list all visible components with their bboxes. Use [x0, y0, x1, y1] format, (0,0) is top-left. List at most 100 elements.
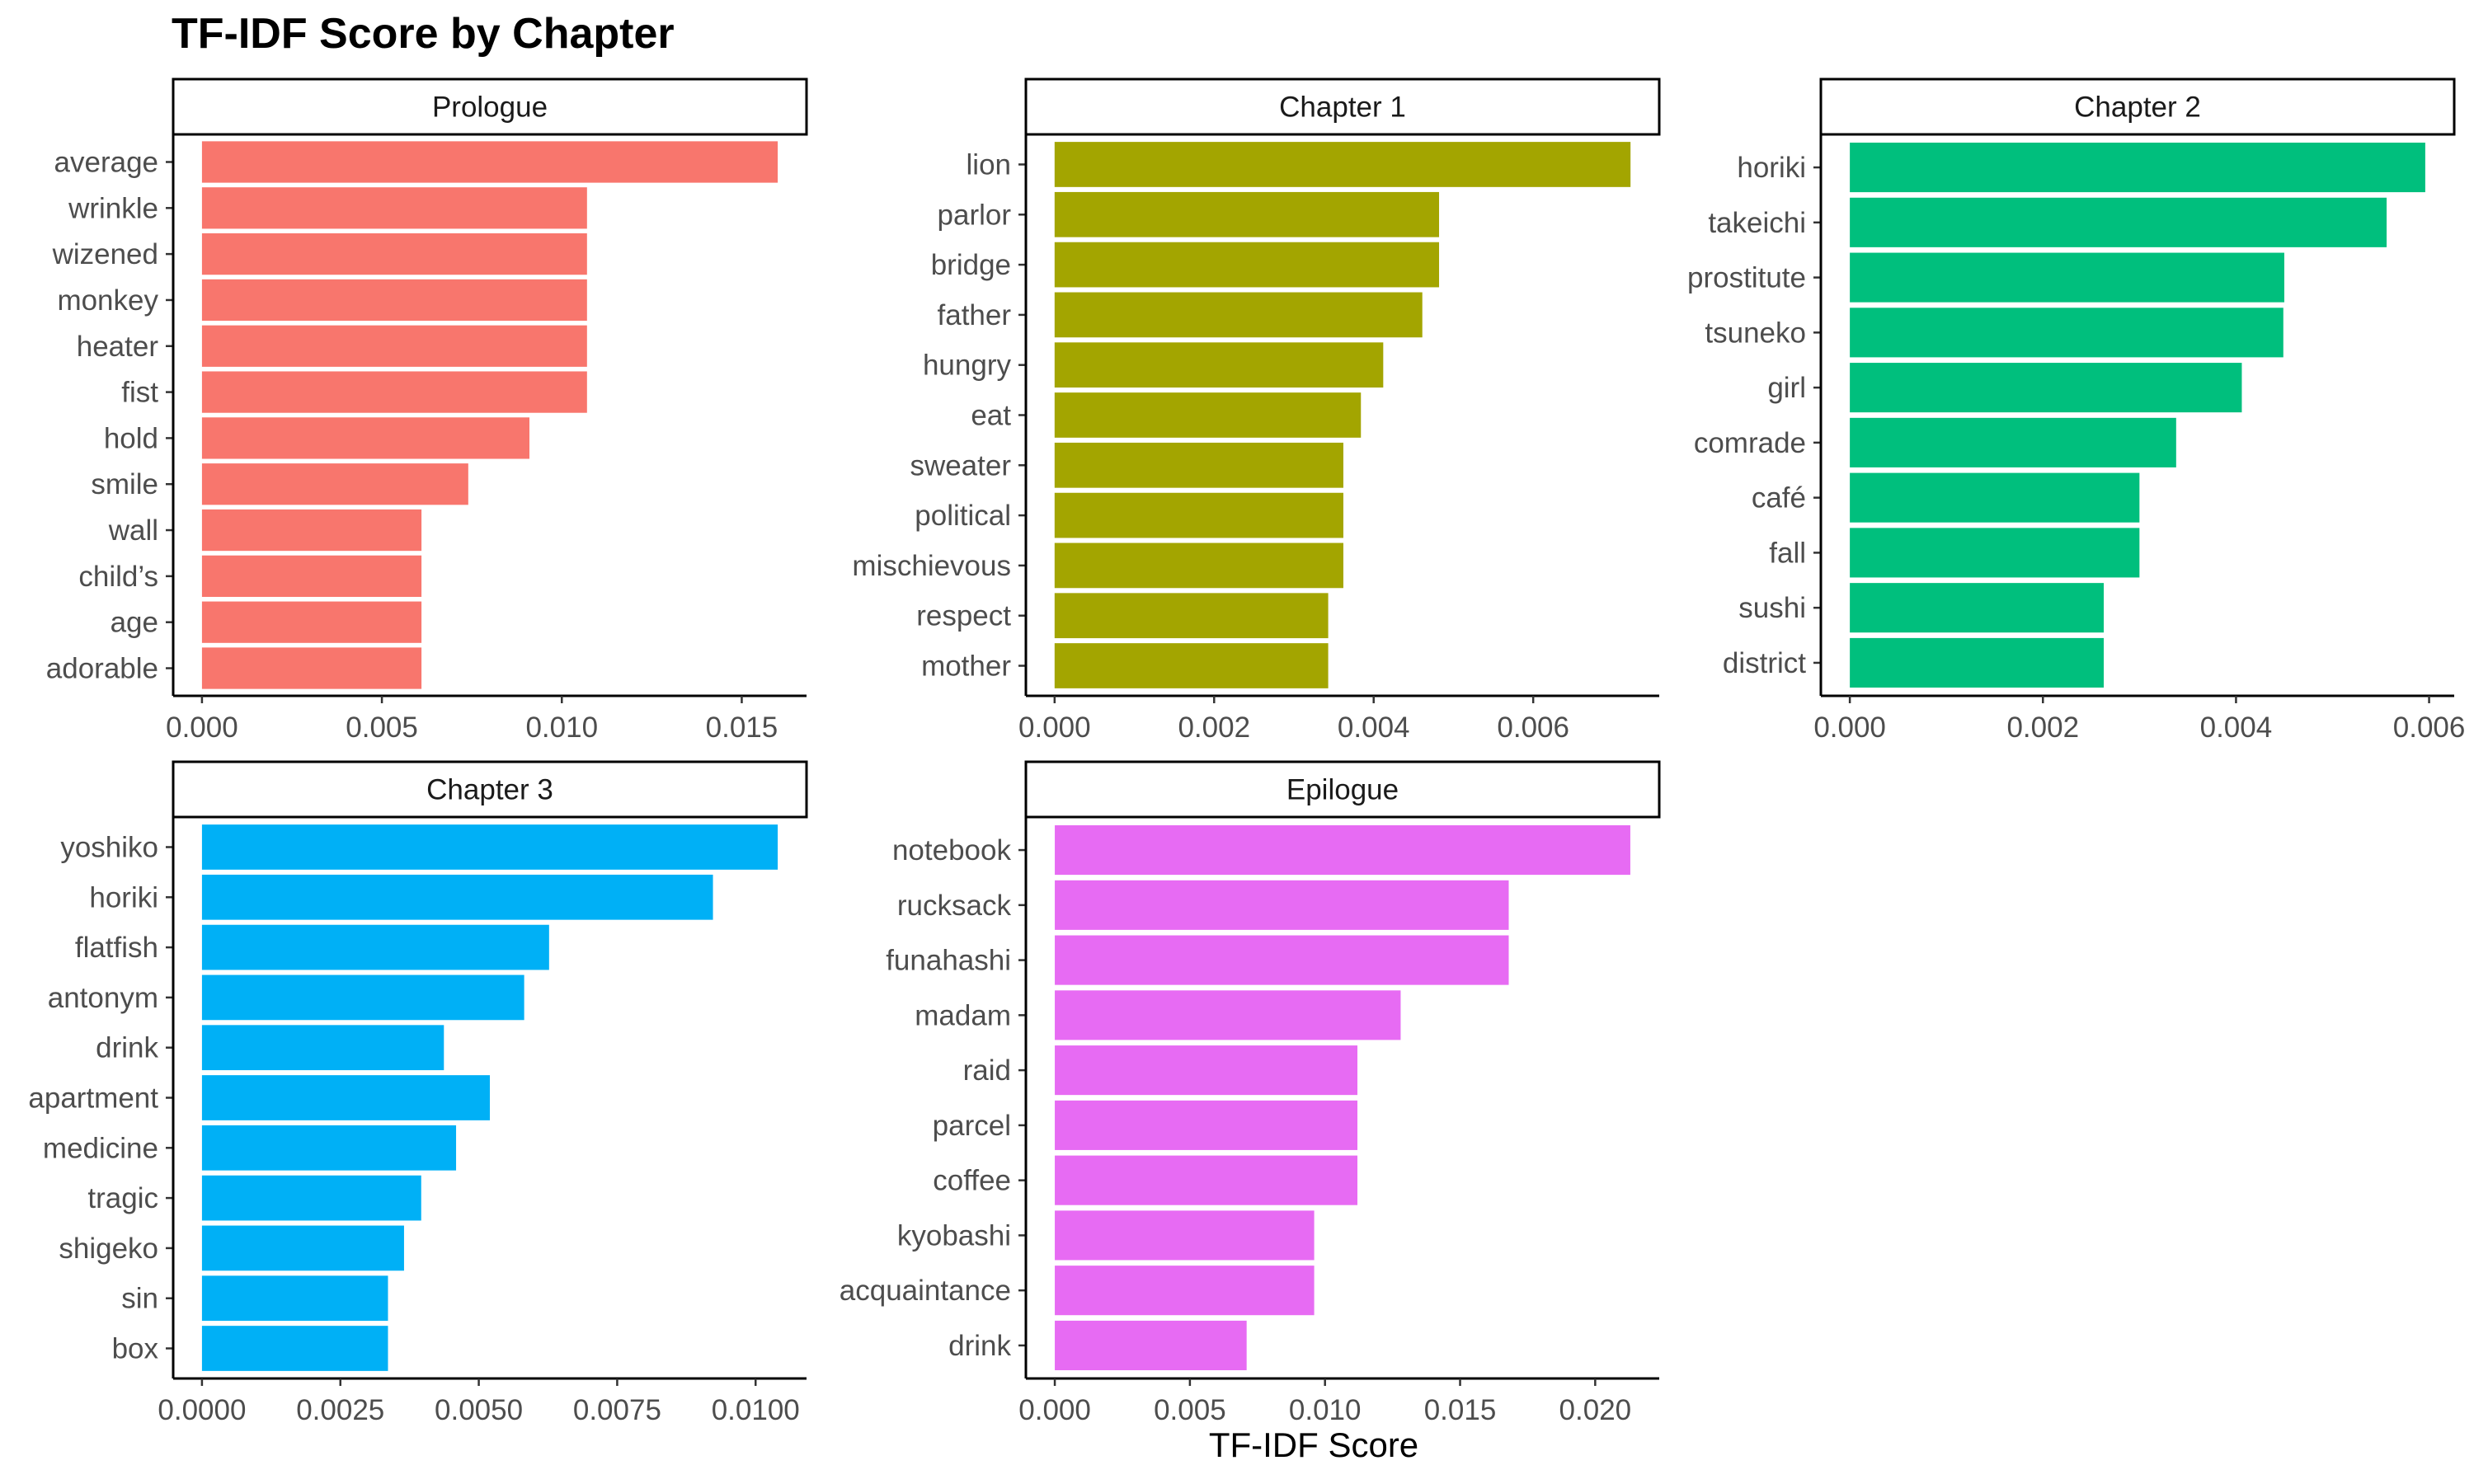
bar	[201, 601, 422, 643]
facet-strip	[1024, 760, 1661, 819]
bar	[1054, 242, 1440, 288]
category-label: hungry	[923, 350, 1012, 382]
category-label: comrade	[1694, 427, 1806, 459]
bar	[201, 187, 587, 229]
category-label: child’s	[78, 561, 158, 593]
category-label: mischievous	[852, 550, 1011, 582]
x-tick-label: 0.000	[1813, 711, 1886, 744]
x-tick-label: 0.005	[346, 711, 418, 744]
bar	[1055, 1266, 1315, 1316]
chart-title: TF-IDF Score by Chapter	[172, 10, 675, 58]
bar	[1054, 292, 1423, 338]
category-label: medicine	[43, 1132, 158, 1164]
x-tick-label: 0.0000	[158, 1394, 246, 1426]
x-tick-label: 0.006	[1497, 711, 1569, 744]
bar	[1054, 142, 1631, 187]
x-tick-label: 0.002	[2006, 711, 2079, 744]
x-axis-title: TF-IDF Score	[1209, 1425, 1418, 1464]
category-label: drink	[96, 1032, 158, 1064]
x-tick-label: 0.020	[1559, 1394, 1632, 1426]
facet-strip	[172, 77, 808, 136]
facet-panel: Epilogue notebook rucksack funahashi madam ra…	[840, 760, 1661, 1426]
category-label: wall	[108, 514, 158, 547]
facet-panel: Chapter 1 lion parlor bridge father hungry eat…	[852, 77, 1661, 744]
category-label: shigeko	[59, 1233, 158, 1265]
category-label: eat	[971, 400, 1011, 432]
category-label: horiki	[1737, 152, 1806, 184]
bar	[1055, 825, 1630, 876]
bar	[201, 824, 778, 870]
bar	[201, 1225, 404, 1271]
x-tick-label: 0.010	[525, 711, 598, 744]
x-tick-label: 0.010	[1289, 1394, 1362, 1426]
bar	[1055, 1320, 1247, 1370]
bar	[1850, 308, 2284, 358]
facet-strip	[1819, 77, 2456, 136]
category-label: yoshiko	[60, 831, 158, 863]
bar	[1054, 191, 1440, 237]
category-label: coffee	[933, 1165, 1011, 1197]
category-label: age	[111, 607, 158, 639]
category-label: horiki	[89, 881, 158, 913]
bar	[201, 924, 549, 970]
bar	[201, 279, 587, 322]
category-label: mother	[921, 650, 1011, 683]
x-tick-label: 0.006	[2393, 711, 2466, 744]
bar	[1055, 990, 1401, 1040]
facet-panel: Prologue average wrinkle wizened monkey heate…	[46, 77, 808, 744]
bar	[1850, 583, 2105, 633]
facet-strip-label: Prologue	[432, 92, 548, 124]
facet-panel: Chapter 3 yoshiko horiki flatfish antonym dri…	[28, 760, 808, 1426]
bar	[1850, 252, 2284, 303]
category-label: wizened	[52, 238, 158, 270]
category-label: adorable	[46, 653, 158, 685]
bar	[201, 141, 778, 183]
bar	[1054, 342, 1384, 388]
bar	[1055, 1210, 1315, 1261]
category-label: fist	[121, 377, 158, 409]
x-tick-label: 0.015	[706, 711, 778, 744]
x-tick-label: 0.004	[2200, 711, 2273, 744]
bar	[1054, 392, 1362, 438]
category-label: father	[938, 299, 1012, 331]
category-label: kyobashi	[897, 1219, 1011, 1252]
bar	[1055, 1045, 1358, 1096]
category-label: antonym	[48, 982, 158, 1014]
category-label: takeichi	[1708, 207, 1806, 239]
category-label: political	[915, 500, 1011, 532]
bar	[201, 417, 529, 459]
bar	[1850, 637, 2105, 688]
bar	[201, 463, 468, 505]
bar	[201, 1025, 444, 1071]
bar	[1850, 528, 2140, 578]
category-label: rucksack	[897, 890, 1012, 922]
category-label: girl	[1767, 372, 1806, 404]
category-label: apartment	[28, 1082, 158, 1115]
facet-panels: Prologue average wrinkle wizened monkey heate…	[28, 77, 2466, 1426]
bar	[201, 371, 587, 413]
category-label: raid	[963, 1054, 1011, 1087]
bar	[1055, 1100, 1358, 1150]
category-label: flatfish	[75, 932, 158, 964]
category-label: parlor	[938, 199, 1012, 231]
bar	[1054, 492, 1343, 538]
facet-strip-label: Chapter 2	[2074, 92, 2201, 124]
category-label: monkey	[57, 284, 158, 317]
bar	[1054, 593, 1329, 639]
bar	[1055, 1155, 1358, 1205]
x-tick-label: 0.004	[1338, 711, 1410, 744]
bar	[201, 325, 587, 367]
category-label: heater	[77, 331, 159, 363]
x-tick-label: 0.005	[1154, 1394, 1226, 1426]
category-label: notebook	[892, 834, 1012, 866]
bar	[201, 555, 422, 597]
bar	[201, 647, 422, 689]
category-label: smile	[91, 468, 158, 500]
category-label: wrinkle	[68, 192, 158, 224]
category-label: average	[54, 146, 158, 178]
x-tick-label: 0.0025	[296, 1394, 384, 1426]
bar	[1054, 542, 1343, 589]
category-label: parcel	[933, 1110, 1011, 1142]
facet-strip-label: Chapter 1	[1279, 92, 1406, 124]
